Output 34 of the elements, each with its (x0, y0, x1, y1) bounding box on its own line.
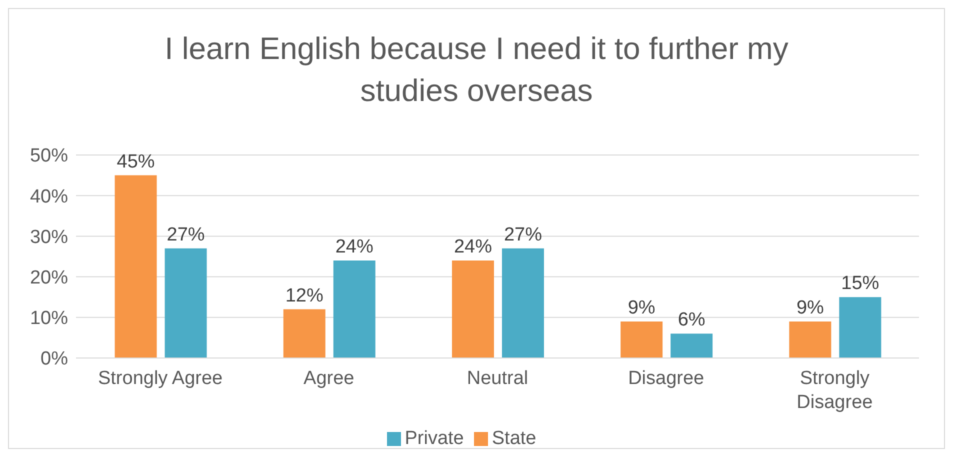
bar (114, 175, 157, 358)
bar (283, 309, 326, 358)
data-label: 9% (628, 297, 656, 318)
bar (670, 334, 713, 358)
y-tick-label: 30% (30, 226, 68, 248)
bar (839, 297, 882, 358)
bar (502, 248, 544, 358)
bar (164, 248, 207, 358)
data-label: 15% (841, 273, 880, 294)
data-label: 24% (335, 236, 374, 258)
y-tick-label: 50% (30, 146, 68, 167)
x-tick-label: Disagree (628, 368, 704, 389)
legend-label: Private (404, 428, 464, 449)
chart-title: I learn English because I need it to further my studies overseas (164, 30, 790, 110)
data-label: 27% (504, 224, 542, 246)
y-tick-label: 10% (30, 308, 68, 330)
bar (333, 260, 376, 358)
data-label: 27% (166, 224, 205, 246)
y-tick-label: 0% (40, 348, 68, 370)
x-tick-label: Strongly Agree (98, 368, 223, 389)
bar (620, 321, 663, 358)
x-tick-label: Agree (304, 368, 354, 389)
legend-label: State (492, 428, 536, 449)
data-label: 12% (285, 285, 324, 306)
data-label: 45% (116, 151, 155, 172)
x-tick-label: Strongly Disagree (796, 368, 873, 413)
data-label: 6% (678, 310, 706, 331)
bar (789, 321, 832, 358)
bar (452, 260, 494, 358)
y-tick-label: 20% (30, 268, 68, 289)
data-label: 9% (796, 297, 824, 318)
data-label: 24% (454, 236, 492, 258)
y-tick-label: 40% (30, 186, 68, 208)
x-tick-label: Neutral (466, 368, 528, 389)
